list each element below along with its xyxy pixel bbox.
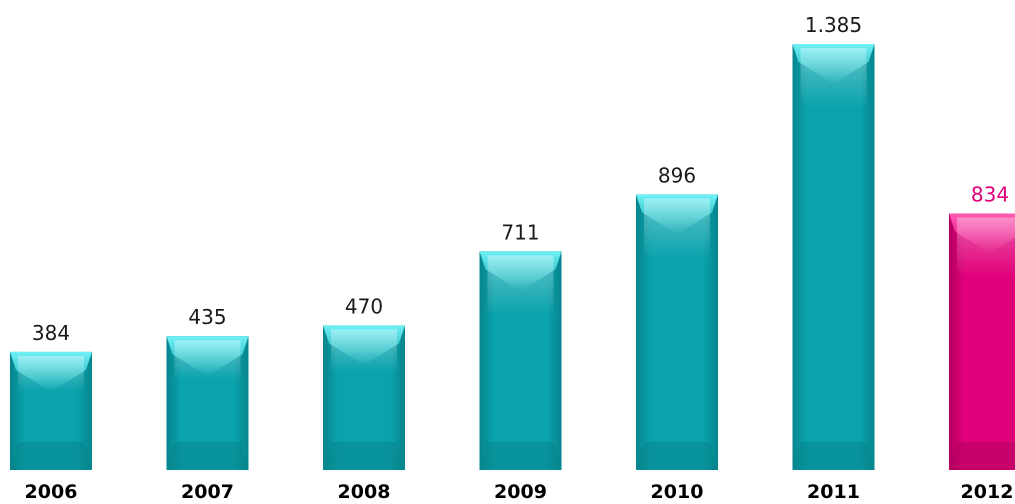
x-tick-label-2009: 2009 (494, 481, 547, 503)
bar-shine (174, 340, 241, 381)
value-label-2006: 384 (32, 321, 70, 345)
value-labels: 384 435 470 711 896 1.385 834 (32, 13, 1009, 345)
value-label-2007: 435 (188, 305, 226, 329)
bar-2008 (323, 325, 405, 470)
bar-bottom-bevel (479, 442, 562, 470)
bar-body (792, 44, 875, 470)
x-axis-tick-labels: 2006 2007 2008 2009 2010 2011 2012 (25, 481, 1014, 503)
x-tick-label-2012: 2012 (961, 481, 1014, 503)
bar-shine (644, 198, 710, 259)
value-label-2010: 896 (658, 163, 696, 187)
bar-shine (18, 355, 84, 392)
value-label-2012: 834 (971, 182, 1009, 206)
value-label-2011: 1.385 (805, 13, 862, 37)
bar-2009 (479, 251, 562, 470)
bar-2010 (636, 194, 718, 470)
bar-shine (331, 329, 397, 373)
bar-bottom-bevel (636, 442, 718, 470)
bar-2011 (792, 44, 875, 470)
bar-2006 (10, 351, 92, 470)
bar-bottom-bevel (792, 442, 875, 470)
bar-shine (487, 255, 554, 316)
x-tick-label-2006: 2006 (25, 481, 78, 503)
bar-shine (957, 217, 1015, 278)
bar-shine (800, 48, 867, 108)
x-tick-label-2011: 2011 (807, 481, 860, 503)
bar-bottom-bevel (10, 442, 92, 470)
bar-2007 (166, 336, 249, 470)
x-tick-label-2008: 2008 (338, 481, 391, 503)
bar-bottom-bevel (949, 442, 1015, 470)
bar-2012 (949, 213, 1015, 471)
value-label-2008: 470 (345, 294, 383, 318)
bar-bottom-bevel (166, 442, 249, 470)
bars (10, 44, 1015, 471)
x-tick-label-2007: 2007 (181, 481, 234, 503)
x-tick-label-2010: 2010 (651, 481, 704, 503)
bar-bottom-bevel (323, 442, 405, 470)
value-label-2009: 711 (501, 220, 539, 244)
